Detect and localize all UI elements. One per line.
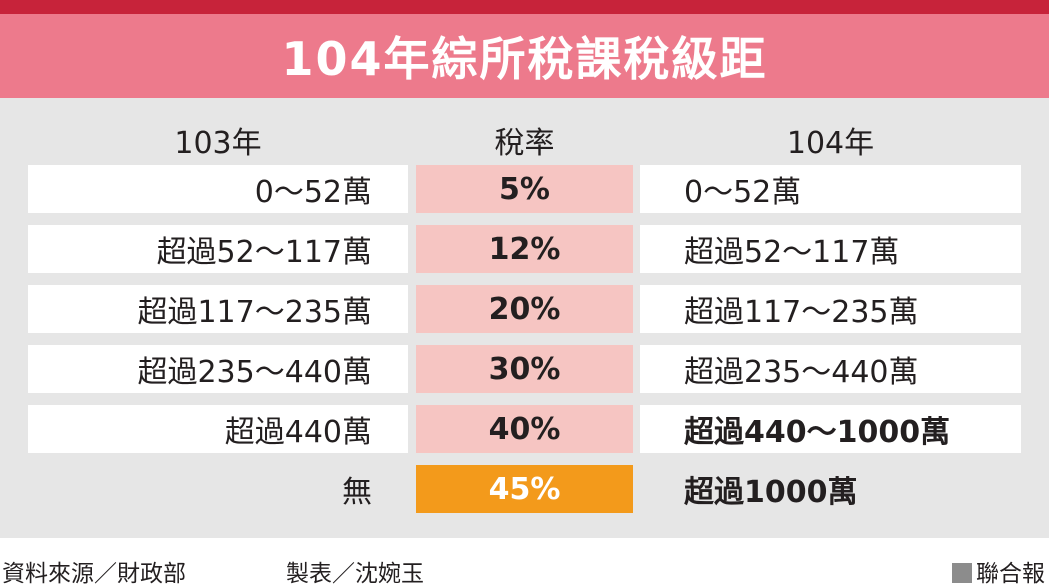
row-4-104: 超過235～440萬 <box>640 345 1021 393</box>
header-104: 104年 <box>786 126 875 161</box>
publisher-name: 聯合報 <box>976 561 1045 587</box>
row-5-104: 超過440～1000萬 <box>640 405 1021 453</box>
header-rate: 稅率 <box>494 126 555 161</box>
row-2-103: 超過52～117萬 <box>28 225 408 273</box>
publisher-credit: 聯合報 <box>952 554 1045 588</box>
top-accent-bar <box>0 0 1049 14</box>
row-5-rate: 40% <box>416 405 633 453</box>
source-note: 資料來源／財政部 <box>2 561 186 587</box>
row-6-rate: 45% <box>416 465 633 513</box>
row-1-103: 0～52萬 <box>28 165 408 213</box>
row-2-rate: 12% <box>416 225 633 273</box>
row-1-104: 0～52萬 <box>640 165 1021 213</box>
row-2-104: 超過52～117萬 <box>640 225 1021 273</box>
row-4-103: 超過235～440萬 <box>28 345 408 393</box>
row-1-rate: 5% <box>416 165 633 213</box>
row-3-103: 超過117～235萬 <box>28 285 408 333</box>
row-4-rate: 30% <box>416 345 633 393</box>
row-5-103: 超過440萬 <box>28 405 408 453</box>
maker-note: 製表／沈婉玉 <box>286 561 424 587</box>
row-6-103: 無 <box>28 465 408 513</box>
row-3-rate: 20% <box>416 285 633 333</box>
row-3-104: 超過117～235萬 <box>640 285 1021 333</box>
title-band: 104年綜所稅課稅級距 <box>0 14 1049 98</box>
page-title: 104年綜所稅課稅級距 <box>281 32 768 86</box>
row-6-104: 超過1000萬 <box>640 465 1021 513</box>
header-103: 103年 <box>174 126 262 161</box>
square-icon <box>952 563 972 583</box>
